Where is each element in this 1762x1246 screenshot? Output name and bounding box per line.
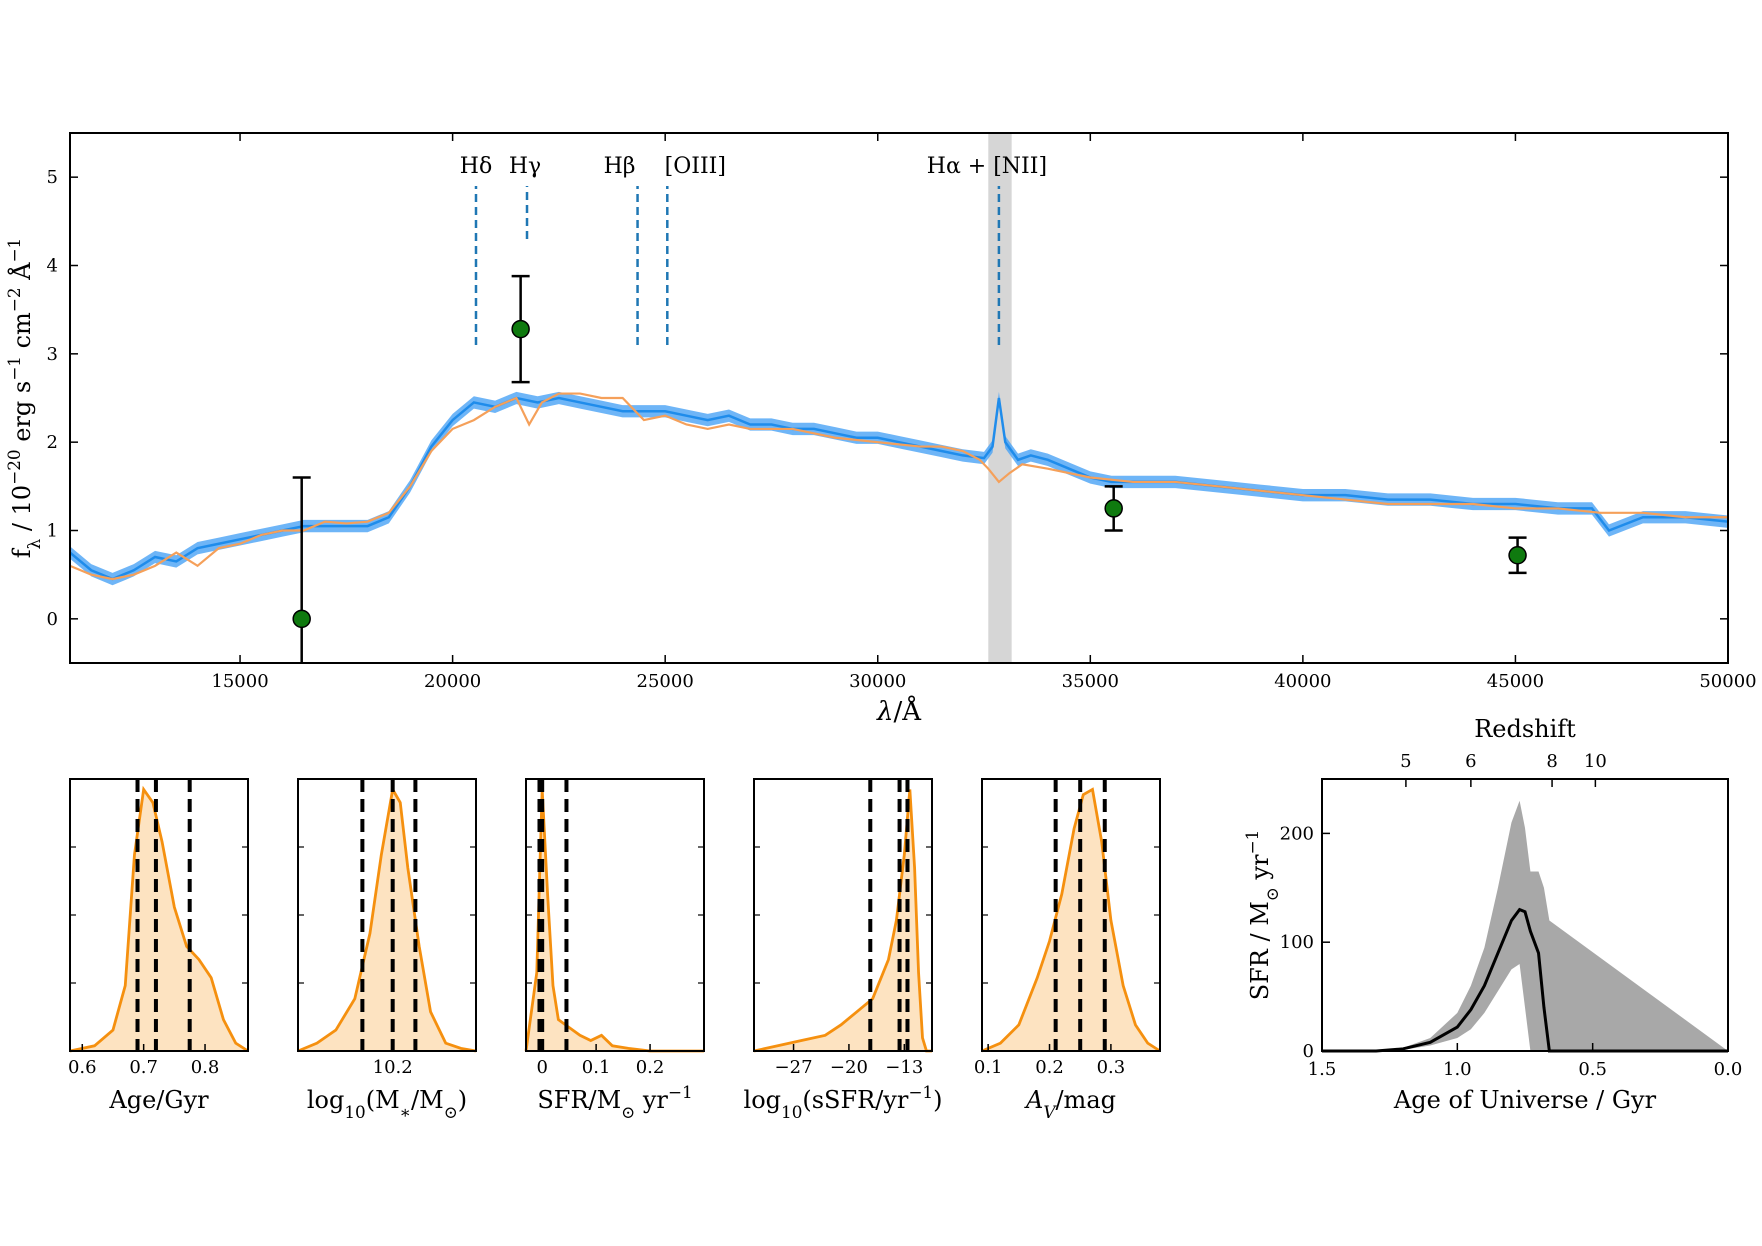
- photometry-point: [1104, 499, 1123, 518]
- x-tick-label: 0.0: [1714, 1059, 1743, 1080]
- emission-line-label: [OIII]: [665, 154, 726, 179]
- x-tick-label: −27: [775, 1057, 813, 1078]
- emission-line-label: Hδ: [460, 154, 492, 179]
- sfh-credible-band: [1322, 800, 1728, 1051]
- y-tick-label: 2: [47, 432, 58, 453]
- redshift-tick-label: 8: [1546, 751, 1557, 772]
- x-tick-label: 0.7: [129, 1057, 158, 1078]
- photometry-point: [511, 319, 530, 339]
- x-tick-label: 0: [536, 1057, 547, 1078]
- sfh-median-line: [1322, 907, 1728, 1053]
- x-tick-label: 45000: [1487, 671, 1544, 692]
- x-tick-label: 20000: [424, 671, 481, 692]
- posterior-fill: [70, 789, 248, 1051]
- x-tick-label: 0.5: [1578, 1059, 1607, 1080]
- y-tick-label: 0: [47, 609, 58, 630]
- spectrum-x-axis-label: λ/Å: [876, 695, 922, 727]
- photometry-point: [292, 609, 311, 629]
- emission-line-label: Hα + [NII]: [927, 154, 1047, 179]
- x-tick-label: 0.2: [636, 1057, 665, 1078]
- posterior-x-axis-label: log10(M∗/M⊙): [307, 1086, 467, 1122]
- redshift-axis-label: Redshift: [1474, 715, 1576, 743]
- posterior-panel-ssfr: −27 −20 −13 log10(sSFR/yr−1): [744, 778, 943, 1122]
- posterior-fill: [526, 789, 704, 1051]
- x-tick-label: 25000: [637, 671, 694, 692]
- x-tick-label: −20: [830, 1057, 868, 1078]
- x-tick-label: 0.6: [68, 1057, 97, 1078]
- photometry-point: [1508, 545, 1527, 565]
- x-tick-label: 1.5: [1308, 1059, 1337, 1080]
- posterior-panel-age: 0.6 0.7 0.8 Age/Gyr: [68, 778, 249, 1114]
- posterior-fill: [298, 789, 476, 1051]
- posterior-curve: [69, 785, 249, 1053]
- y-tick-label: 0: [1303, 1041, 1314, 1062]
- x-tick-label: 50000: [1699, 671, 1756, 692]
- posterior-x-axis-label: log10(sSFR/yr−1): [744, 1082, 943, 1122]
- observed-spectrum-line: [70, 396, 1728, 581]
- posterior-panel-sfr: 0 0.1 0.2 SFR/M⊙ yr−1: [524, 778, 705, 1122]
- posterior-panel-mass: 10.2 log10(M∗/M⊙): [297, 778, 477, 1122]
- spectrum-plot-area: [70, 133, 1728, 663]
- redshift-tick-label: 5: [1400, 751, 1411, 772]
- sfh-axes-frame: [1321, 778, 1729, 1052]
- posterior-curve: [297, 785, 477, 1053]
- sfh-panel: 1.5 1.0 0.5 0.0 0 100 200 5 6 8 10 Redshift Age of U…: [1242, 715, 1742, 1114]
- x-tick-label: 15000: [211, 671, 268, 692]
- x-tick-label: 0.1: [974, 1057, 1003, 1078]
- posterior-panel-av: 0.1 0.2 0.3 AV/mag: [974, 778, 1161, 1122]
- x-tick-label: 1.0: [1443, 1059, 1472, 1080]
- x-tick-label: 0.8: [191, 1057, 220, 1078]
- x-tick-label: 0.1: [582, 1057, 611, 1078]
- sfh-y-axis-label: SFR / M⊙ yr−1: [1242, 830, 1282, 1001]
- y-tick-label: 1: [47, 521, 58, 542]
- redshift-tick-label: 6: [1465, 751, 1476, 772]
- sfh-x-axis-label: Age of Universe / Gyr: [1393, 1086, 1657, 1114]
- spectrum-y-axis-label: fλ / 10−20 erg s−1 cm−2 Å−1: [4, 238, 44, 559]
- x-tick-label: 0.2: [1035, 1057, 1064, 1078]
- spectrum-axes-frame: [69, 132, 1729, 664]
- posterior-curve: [981, 787, 1161, 1053]
- posterior-fill: [982, 789, 1160, 1051]
- spectrum-panel: Hδ Hγ Hβ [OIII] Hα + [NII] 15000 20000 25000 300…: [4, 132, 1757, 727]
- x-tick-label: 35000: [1062, 671, 1119, 692]
- posterior-x-axis-label: SFR/M⊙ yr−1: [537, 1082, 692, 1122]
- x-tick-label: 10.2: [373, 1057, 413, 1078]
- posterior-x-axis-label: Age/Gyr: [108, 1086, 209, 1114]
- posterior-fill: [754, 789, 932, 1051]
- emission-line-label: Hγ: [509, 154, 541, 179]
- x-tick-label: 40000: [1274, 671, 1331, 692]
- emission-line-label: Hβ: [604, 154, 636, 179]
- x-tick-label: 0.3: [1097, 1057, 1126, 1078]
- model-fit-line: [70, 392, 1728, 581]
- y-tick-label: 5: [47, 167, 58, 188]
- y-tick-label: 4: [47, 256, 58, 277]
- posterior-x-axis-label: AV/mag: [1024, 1086, 1116, 1122]
- y-tick-label: 200: [1280, 823, 1314, 844]
- posterior-curve: [753, 789, 932, 1053]
- x-tick-label: −13: [885, 1057, 923, 1078]
- y-tick-label: 100: [1280, 932, 1314, 953]
- x-tick-label: 30000: [849, 671, 906, 692]
- spectrum-uncertainty-band: [70, 391, 1728, 586]
- redshift-tick-label: 10: [1584, 751, 1607, 772]
- y-tick-label: 3: [47, 344, 58, 365]
